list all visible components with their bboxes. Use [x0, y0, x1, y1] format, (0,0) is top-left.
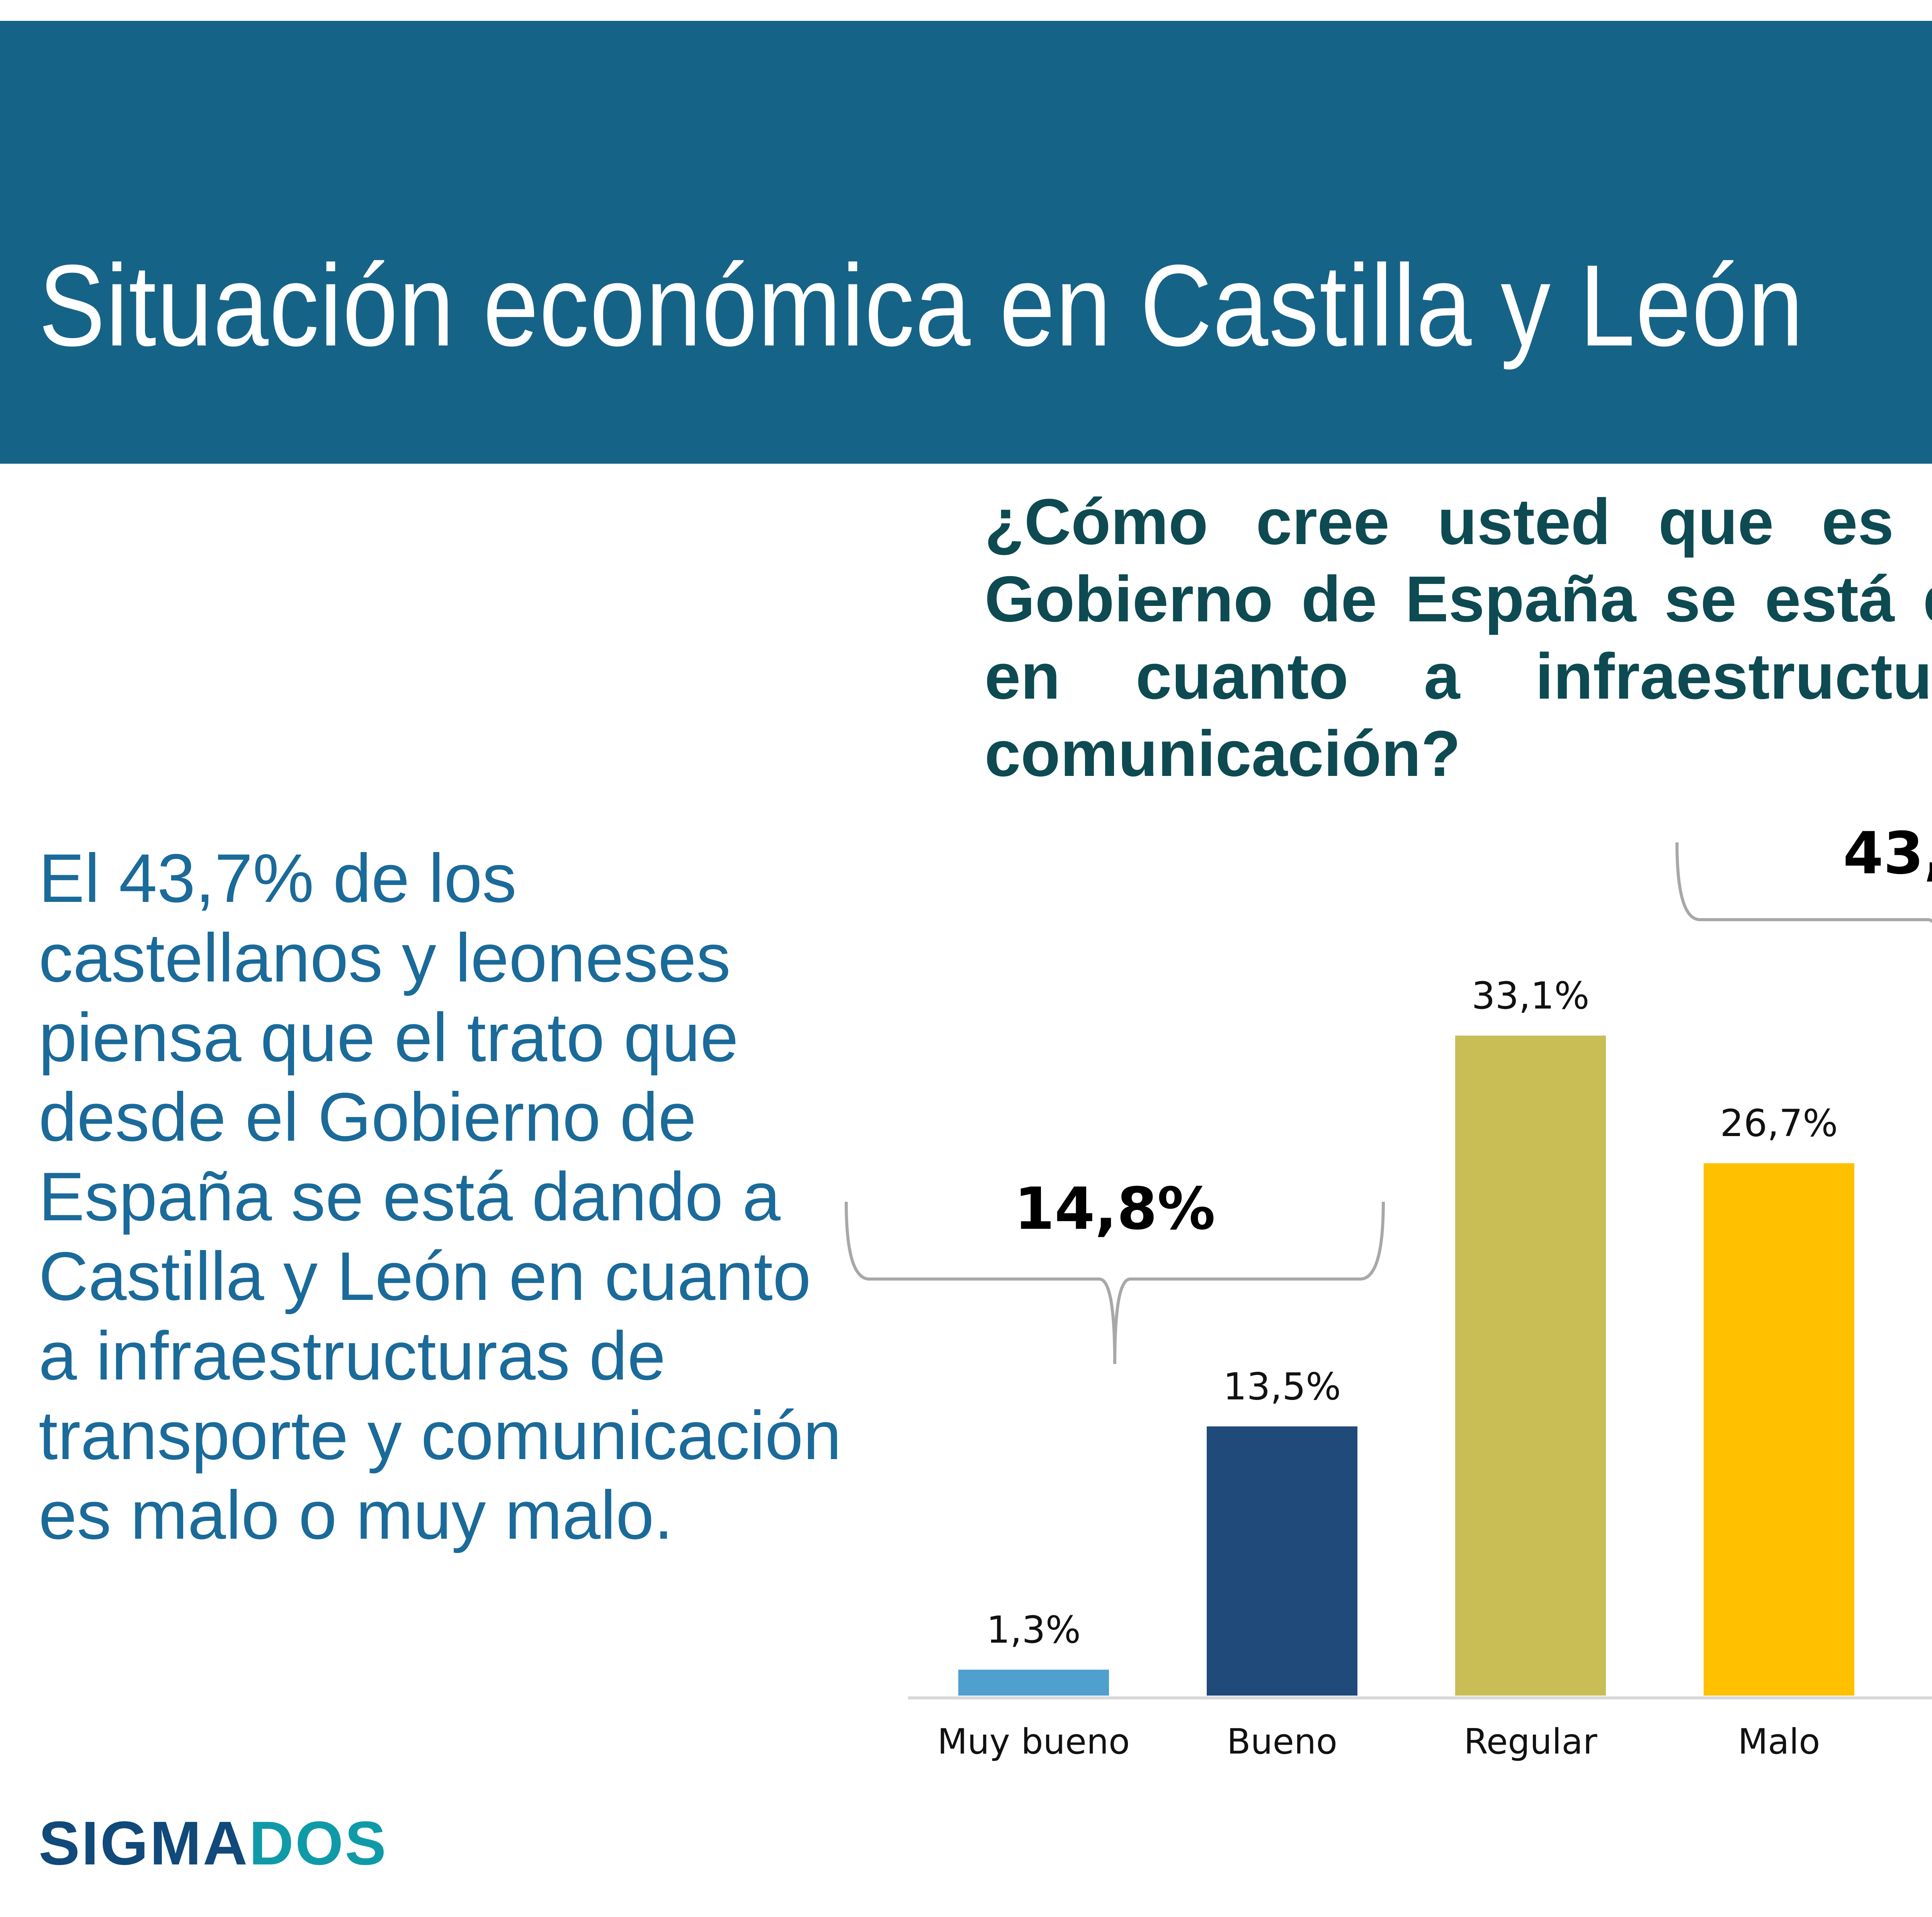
logo-part-sigma: SIGMA: [39, 1808, 249, 1878]
survey-question: ¿Cómo cree usted que es el trato que des…: [985, 485, 1932, 790]
bars-group: 1,3% Muy bueno 13,5% Bueno 33,1% Regular 26,7%…: [908, 974, 1932, 1762]
value-label: 33,1%: [1472, 974, 1590, 1017]
sigmados-logo: SIGMADOS: [39, 1812, 388, 1874]
page-title: Situación económica en Castilla y León: [39, 240, 1804, 370]
category-label: Malo: [1738, 1721, 1820, 1762]
bar-bueno: [1207, 1426, 1357, 1696]
category-label: Muy bueno: [937, 1721, 1130, 1762]
value-label: 1,3%: [986, 1608, 1081, 1652]
bracket-1: [1675, 842, 1932, 924]
annotations-group: 14,8% 43,7%: [845, 820, 1932, 1364]
bar-malo: [1704, 1163, 1854, 1696]
bracket-0: [845, 1201, 1385, 1364]
category-label: Bueno: [1227, 1721, 1337, 1762]
group-total-label: 43,7%: [1843, 820, 1932, 887]
bar-muy-bueno: [958, 1669, 1109, 1696]
bar-regular: [1455, 1036, 1606, 1696]
header-band: [0, 21, 1932, 464]
logo-part-dos: DOS: [249, 1808, 388, 1878]
summary-text: El 43,7% de los castellanos y leoneses p…: [39, 840, 842, 1553]
group-total-label: 14,8%: [1014, 1175, 1215, 1243]
category-label: Regular: [1464, 1721, 1597, 1762]
value-label: 26,7%: [1720, 1102, 1838, 1145]
value-label: 13,5%: [1223, 1365, 1341, 1408]
